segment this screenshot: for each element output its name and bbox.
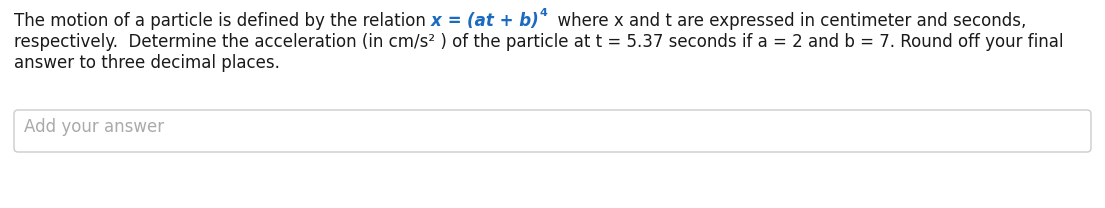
FancyBboxPatch shape [14,110,1091,152]
Text: respectively.  Determine the acceleration (in cm/s² ) of the particle at t = 5.3: respectively. Determine the acceleration… [14,33,1063,51]
Text: (at + b): (at + b) [467,12,539,30]
Text: Add your answer: Add your answer [24,118,165,136]
Text: The motion of a particle is defined by the relation: The motion of a particle is defined by t… [14,12,431,30]
Text: =: = [442,12,467,30]
Text: x: x [431,12,442,30]
Text: answer to three decimal places.: answer to three decimal places. [14,54,280,72]
Text: where x and t are expressed in centimeter and seconds,: where x and t are expressed in centimete… [547,12,1027,30]
Text: 4: 4 [539,8,547,18]
